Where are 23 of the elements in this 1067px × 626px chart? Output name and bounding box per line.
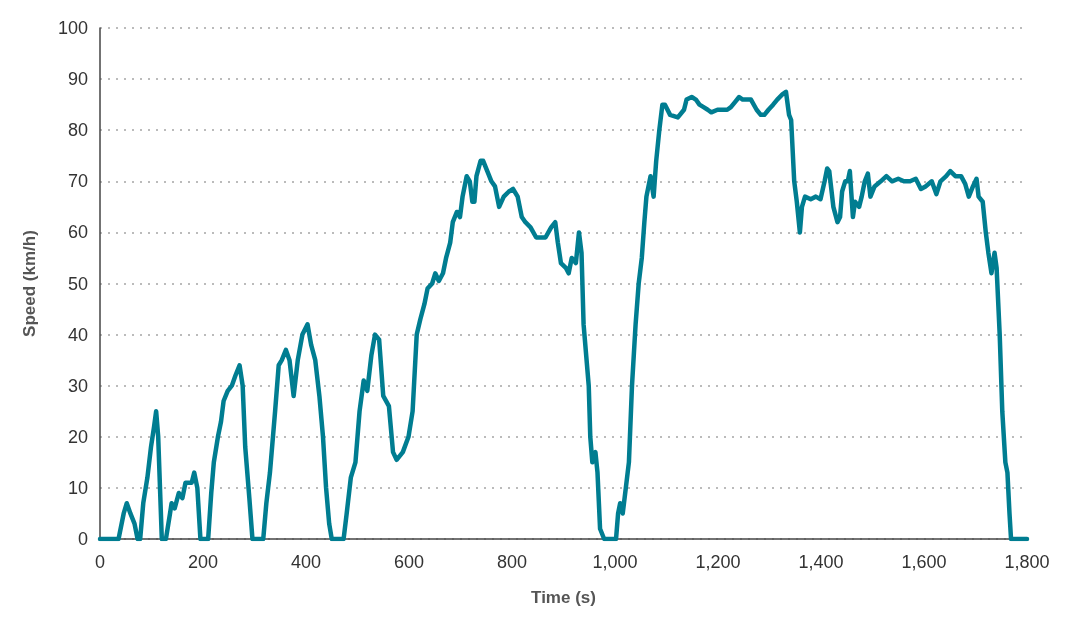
x-tick-label: 1,200 bbox=[695, 552, 741, 572]
x-tick-label: 800 bbox=[496, 552, 528, 572]
y-tick-label: 100 bbox=[57, 18, 88, 38]
y-tick-label: 90 bbox=[67, 69, 88, 90]
y-tick-label: 80 bbox=[67, 120, 88, 141]
x-tick-label: 0 bbox=[94, 552, 106, 572]
y-tick-label: 20 bbox=[67, 426, 88, 447]
x-axis-title: Time (s) bbox=[531, 588, 596, 607]
y-tick-label: 0 bbox=[77, 529, 88, 549]
y-tick-label: 70 bbox=[67, 171, 88, 192]
y-axis-title: Speed (km/h) bbox=[20, 230, 39, 337]
x-tick-label: 400 bbox=[290, 552, 322, 572]
x-tick-label: 1,800 bbox=[1004, 552, 1050, 572]
y-tick-label: 40 bbox=[67, 324, 88, 345]
x-tick-label: 1,600 bbox=[901, 552, 947, 572]
x-tick-label: 600 bbox=[393, 552, 425, 572]
x-tick-label: 1,400 bbox=[798, 552, 844, 572]
y-tick-label: 60 bbox=[67, 222, 88, 243]
y-tick-label: 10 bbox=[67, 477, 88, 498]
x-tick-label: 1,000 bbox=[592, 552, 638, 572]
y-tick-label: 50 bbox=[67, 273, 88, 294]
x-tick-label: 200 bbox=[187, 552, 219, 572]
y-tick-label: 30 bbox=[67, 375, 88, 396]
